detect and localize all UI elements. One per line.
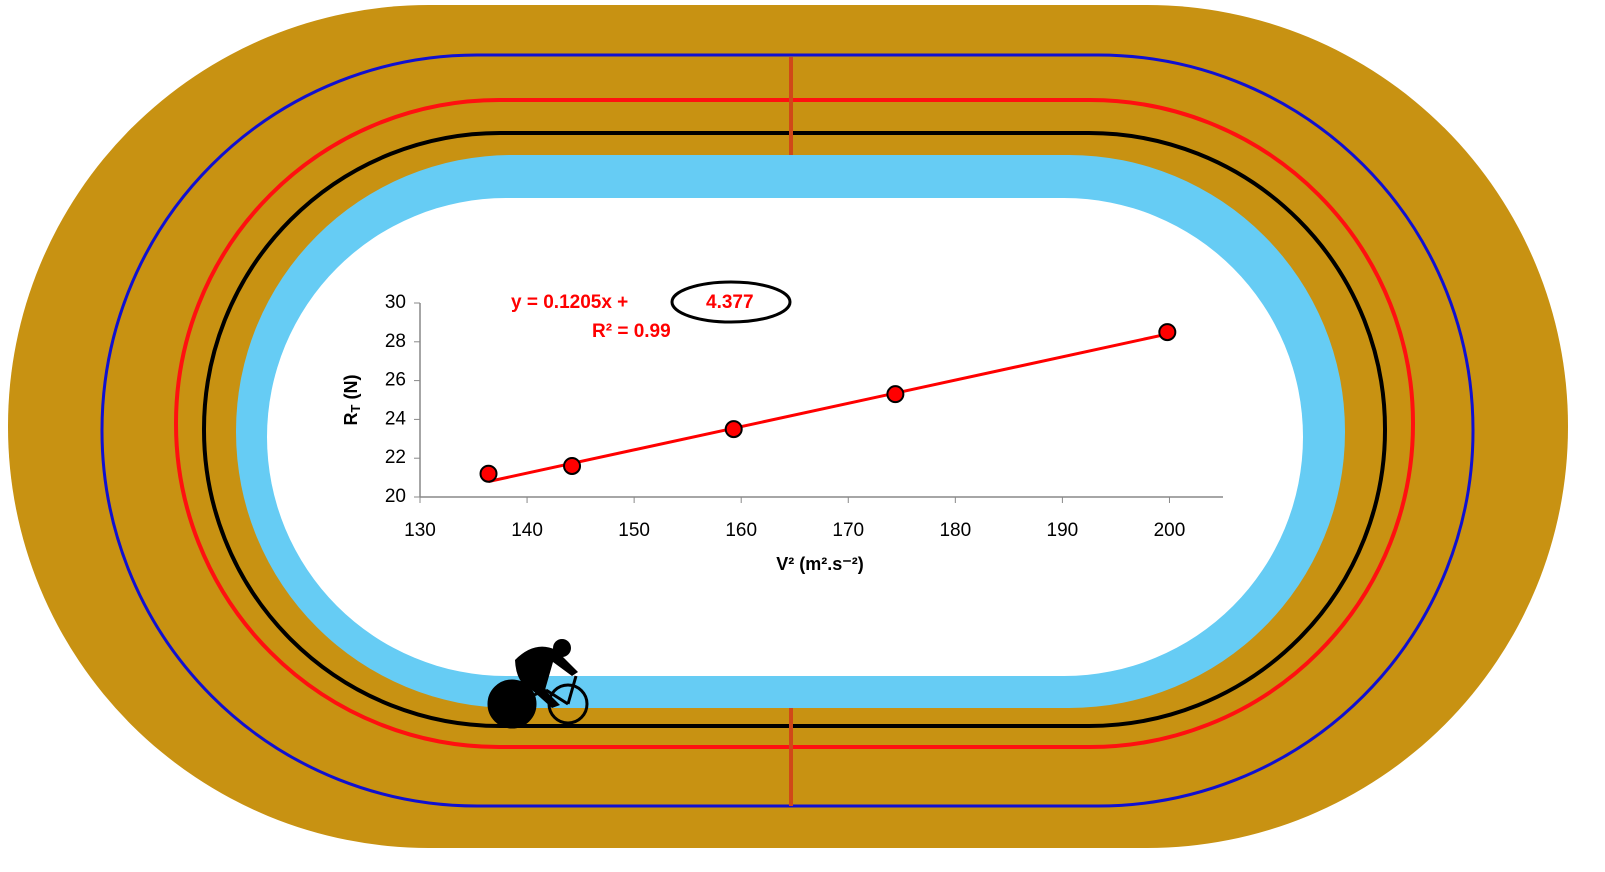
r-squared: R² = 0.99 bbox=[592, 321, 671, 342]
y-label-sub: T bbox=[348, 404, 363, 412]
data-point bbox=[887, 386, 903, 402]
y-tick-label: 26 bbox=[385, 370, 406, 391]
chart: y = 0.1205x + 4.377 R² = 0.99 V² (m².s⁻²… bbox=[0, 0, 1605, 872]
x-tick-label: 180 bbox=[939, 520, 971, 541]
data-point bbox=[564, 458, 580, 474]
data-point bbox=[481, 466, 497, 482]
x-tick-label: 160 bbox=[725, 520, 757, 541]
y-tick-label: 28 bbox=[385, 331, 406, 352]
data-point bbox=[1159, 324, 1175, 340]
x-tick-label: 200 bbox=[1154, 520, 1186, 541]
y-tick-label: 20 bbox=[385, 486, 406, 507]
x-tick-label: 150 bbox=[618, 520, 650, 541]
y-label-main: R bbox=[341, 412, 361, 425]
x-axis-label: V² (m².s⁻²) bbox=[776, 554, 864, 574]
intercept: 4.377 bbox=[706, 292, 754, 313]
velodrome bbox=[8, 5, 1568, 848]
x-tick-label: 130 bbox=[404, 520, 436, 541]
equation: y = 0.1205x + bbox=[511, 292, 628, 313]
x-tick-label: 190 bbox=[1047, 520, 1079, 541]
data-point bbox=[726, 421, 742, 437]
y-tick-label: 24 bbox=[385, 408, 407, 429]
x-tick-label: 140 bbox=[511, 520, 543, 541]
y-axis-label: RT (N) bbox=[341, 375, 364, 426]
y-tick-label: 30 bbox=[385, 292, 406, 313]
y-tick-label: 22 bbox=[385, 447, 406, 468]
y-label-unit: (N) bbox=[341, 375, 361, 405]
x-tick-label: 170 bbox=[832, 520, 864, 541]
